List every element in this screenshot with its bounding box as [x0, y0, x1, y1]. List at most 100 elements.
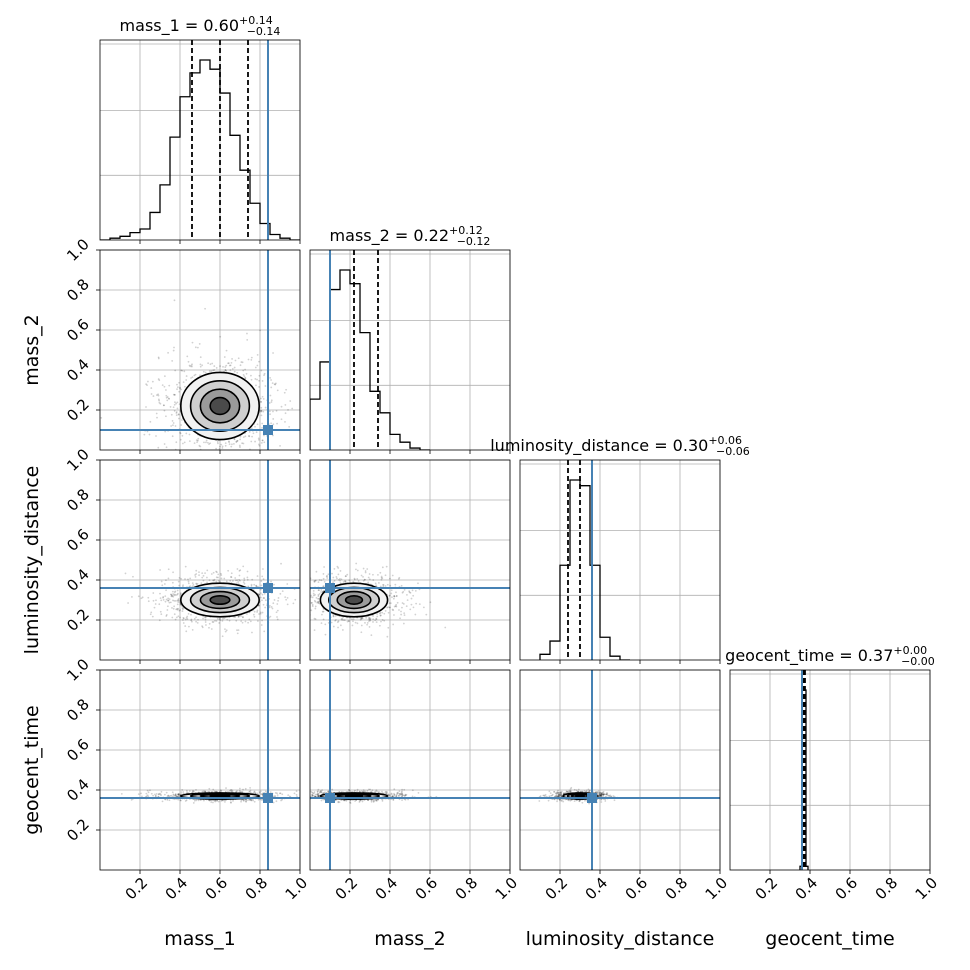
- sample-point: [600, 795, 603, 798]
- sample-point: [270, 606, 273, 608]
- sample-point: [239, 790, 242, 793]
- sample-point: [177, 601, 180, 604]
- sample-point: [263, 441, 266, 444]
- sample-point: [269, 394, 272, 397]
- sample-point: [175, 608, 178, 611]
- sample-point: [317, 793, 320, 796]
- sample-point: [374, 619, 377, 622]
- sample-point: [286, 583, 289, 585]
- sample-point: [173, 403, 176, 406]
- sample-point: [304, 791, 306, 793]
- sample-point: [327, 790, 329, 793]
- sample-point: [343, 799, 345, 802]
- sample-point: [276, 792, 278, 795]
- sample-point: [160, 794, 162, 797]
- sample-point: [348, 788, 350, 791]
- sample-point: [599, 794, 602, 797]
- sample-point: [311, 596, 314, 599]
- sample-point: [245, 466, 247, 468]
- sample-point: [179, 387, 181, 390]
- sample-point: [263, 434, 265, 437]
- sample-point: [336, 565, 339, 568]
- sample-point: [169, 794, 172, 797]
- sample-point: [403, 795, 406, 797]
- x-tick-label: 0.6: [412, 874, 442, 904]
- sample-point: [170, 595, 173, 598]
- sample-point: [233, 442, 235, 445]
- sample-point: [302, 622, 304, 624]
- x-tick-label: 0.2: [122, 874, 152, 904]
- sample-point: [177, 417, 180, 420]
- sample-point: [401, 799, 403, 802]
- y-tick-label: 0.2: [63, 815, 93, 845]
- sample-point: [406, 593, 408, 596]
- sample-point: [215, 620, 218, 622]
- sample-point: [231, 443, 233, 446]
- sample-point: [260, 410, 263, 412]
- panel-mass_1-mass_2: 0.20.40.60.81.0: [63, 235, 301, 469]
- sample-point: [255, 431, 258, 434]
- panel-border: [99, 669, 301, 871]
- sample-point: [219, 789, 222, 792]
- sample-point: [557, 794, 560, 797]
- sample-point: [314, 607, 317, 610]
- sample-point: [345, 575, 347, 578]
- sample-point: [250, 374, 252, 377]
- sample-point: [190, 364, 193, 367]
- sample-point: [252, 799, 255, 802]
- sample-point: [337, 626, 339, 629]
- sample-point: [145, 383, 148, 385]
- sample-point: [280, 405, 283, 408]
- sample-point: [258, 386, 261, 388]
- sample-point: [290, 594, 292, 596]
- sample-point: [344, 581, 347, 583]
- sample-point: [352, 620, 354, 623]
- sample-point: [260, 580, 263, 582]
- sample-point: [250, 799, 253, 802]
- sample-point: [261, 593, 264, 596]
- sample-point: [182, 617, 185, 619]
- sample-point: [346, 620, 349, 623]
- sample-point: [323, 580, 326, 583]
- sample-point: [206, 581, 208, 584]
- sample-point: [210, 573, 213, 575]
- sample-point: [402, 603, 405, 605]
- sample-point: [400, 791, 403, 794]
- sample-point: [400, 613, 403, 616]
- x-tick-label: 0.8: [452, 874, 482, 904]
- x-tick-label: 1.0: [912, 874, 942, 904]
- sample-point: [337, 573, 340, 576]
- sample-point: [165, 394, 168, 397]
- sample-point: [189, 365, 192, 368]
- sample-point: [147, 791, 150, 794]
- sample-point: [398, 794, 401, 797]
- sample-point: [332, 615, 335, 617]
- sample-point: [312, 792, 315, 795]
- sample-point: [157, 356, 160, 359]
- sample-point: [260, 400, 262, 403]
- sample-point: [210, 370, 213, 372]
- sample-point: [330, 621, 333, 624]
- sample-point: [272, 418, 275, 420]
- sample-point: [349, 790, 351, 792]
- sample-point: [189, 577, 192, 580]
- sample-point: [150, 387, 153, 389]
- sample-point: [305, 606, 307, 608]
- sample-point: [249, 791, 252, 794]
- sample-point: [358, 790, 361, 793]
- sample-point: [312, 594, 315, 597]
- sample-point: [380, 576, 383, 579]
- sample-point: [247, 467, 249, 469]
- sample-point: [387, 626, 390, 629]
- sample-point: [313, 581, 316, 583]
- sample-point: [178, 584, 181, 587]
- sample-point: [322, 585, 325, 588]
- sample-point: [302, 621, 304, 623]
- sample-point: [369, 617, 372, 620]
- sample-point: [241, 442, 244, 445]
- sample-point: [608, 794, 610, 797]
- sample-point: [601, 793, 603, 795]
- sample-point: [223, 577, 226, 580]
- sample-point: [157, 446, 160, 449]
- sample-point: [226, 456, 228, 458]
